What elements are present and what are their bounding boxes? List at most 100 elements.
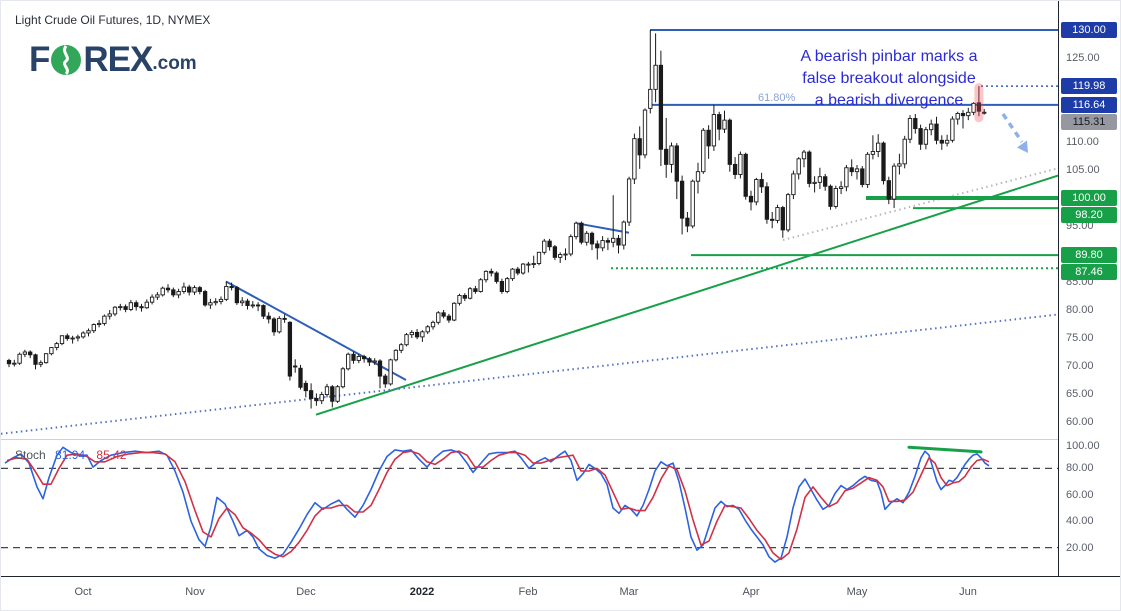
candle-body xyxy=(28,351,33,356)
candle-body xyxy=(658,64,664,150)
time-label-Feb: Feb xyxy=(518,586,538,598)
time-label-Nov: Nov xyxy=(185,586,205,598)
candle-body xyxy=(923,129,929,145)
candle-body xyxy=(388,359,393,385)
candle-body xyxy=(929,123,934,131)
price-tick-70: 70.00 xyxy=(1066,360,1094,372)
candle-body xyxy=(558,254,563,258)
candle-body xyxy=(144,301,149,309)
price-scale[interactable]: 125.00 110.00 105.00 95.00 85.00 80.00 75.00 70… xyxy=(1058,1,1120,610)
candle-body xyxy=(118,306,123,309)
candle-body xyxy=(409,331,414,336)
candle-body xyxy=(446,315,452,321)
candle-body xyxy=(706,129,711,147)
candle-body xyxy=(780,207,785,231)
candle-body xyxy=(218,298,224,303)
candle-body xyxy=(240,300,245,304)
candle-body xyxy=(404,334,409,346)
candle-body xyxy=(425,326,430,333)
trendline-1[interactable] xyxy=(225,280,407,381)
candle-body xyxy=(785,194,791,231)
candle-body xyxy=(271,318,277,333)
candle-body xyxy=(224,286,229,300)
candle-body xyxy=(881,142,886,182)
candle-body xyxy=(43,353,49,364)
candle-body xyxy=(324,386,330,396)
candle-body xyxy=(807,151,812,184)
candle-body xyxy=(65,335,70,340)
trendline-3[interactable] xyxy=(315,174,1059,416)
candle-body xyxy=(33,354,38,365)
price-badge-119.98: 119.98 xyxy=(1061,78,1117,95)
candle-body xyxy=(674,145,679,182)
candle-body xyxy=(197,287,202,292)
candle-body xyxy=(308,390,314,399)
stoch-d-line[interactable] xyxy=(6,450,990,561)
candle-body xyxy=(467,288,473,299)
breakdown-arrow-head xyxy=(1017,140,1028,153)
candle-body xyxy=(420,331,425,338)
logo-o-icon xyxy=(50,44,82,76)
candle-body xyxy=(770,218,775,221)
candle-body xyxy=(293,365,298,368)
candle-body xyxy=(595,243,600,249)
candle-body xyxy=(75,336,81,339)
candle-body xyxy=(12,362,17,365)
time-label-Mar: Mar xyxy=(619,586,639,598)
candle-body xyxy=(436,312,441,323)
candle-body xyxy=(515,268,520,274)
price-tick-125: 125.00 xyxy=(1066,52,1100,64)
candle-body xyxy=(330,386,335,402)
annotation-line-3: a bearish divergence xyxy=(814,92,964,109)
candle-body xyxy=(510,268,515,280)
candle-body xyxy=(600,240,605,249)
candle-body xyxy=(690,180,695,227)
candle-body xyxy=(727,119,732,165)
pinbar-highlight[interactable] xyxy=(974,83,984,123)
trendline-2[interactable] xyxy=(575,222,630,234)
candle-body xyxy=(849,167,854,173)
candle-body xyxy=(801,151,807,160)
candle-body xyxy=(452,302,457,321)
time-label-Apr: Apr xyxy=(742,586,760,598)
candle-body xyxy=(913,118,918,130)
candle-body xyxy=(489,270,494,274)
price-tick-110: 110.00 xyxy=(1066,136,1099,148)
candle-body xyxy=(54,343,59,348)
candle-body xyxy=(102,315,107,324)
candle-body xyxy=(918,128,923,145)
symbol-title: Light Crude Oil Futures, 1D, NYMEX xyxy=(15,13,211,27)
stoch-label: Stoch xyxy=(15,448,46,462)
candle-body xyxy=(838,186,844,189)
stoch-divergence-trendline[interactable] xyxy=(907,445,983,454)
candle-body xyxy=(171,289,176,296)
candle-body xyxy=(664,148,669,165)
candle-body xyxy=(399,344,404,351)
candle-body xyxy=(828,185,833,207)
time-label-May: May xyxy=(846,586,868,598)
bearish-pinbar-annotation[interactable]: A bearish pinbar marks a false breakout … xyxy=(755,46,1023,112)
candlestick-series[interactable] xyxy=(6,30,987,409)
price-badge-89.80: 89.80 xyxy=(1061,247,1117,264)
breakdown-arrow-shaft[interactable] xyxy=(1001,113,1024,143)
candle-body xyxy=(208,302,213,306)
candle-body xyxy=(679,180,685,219)
candle-body xyxy=(346,353,351,370)
time-scale[interactable]: Oct Nov Dec 2022 Feb Mar Apr May Jun xyxy=(1,576,1120,610)
candle-body xyxy=(86,330,91,334)
stoch-k-line[interactable] xyxy=(4,446,990,563)
candle-body xyxy=(457,294,462,304)
candle-body xyxy=(499,280,505,292)
stoch-indicator-legend[interactable]: Stoch 81.94 85.42 xyxy=(15,448,126,462)
candle-body xyxy=(854,168,860,173)
price-tick-80: 80.00 xyxy=(1066,304,1094,316)
candle-body xyxy=(367,358,372,363)
candle-body xyxy=(960,112,966,117)
trendline-4[interactable] xyxy=(1,313,1059,435)
candle-body xyxy=(748,195,754,203)
candle-body xyxy=(759,179,764,188)
panel-separator[interactable] xyxy=(1,439,1120,440)
candle-body xyxy=(17,353,22,364)
candle-body xyxy=(732,163,738,175)
